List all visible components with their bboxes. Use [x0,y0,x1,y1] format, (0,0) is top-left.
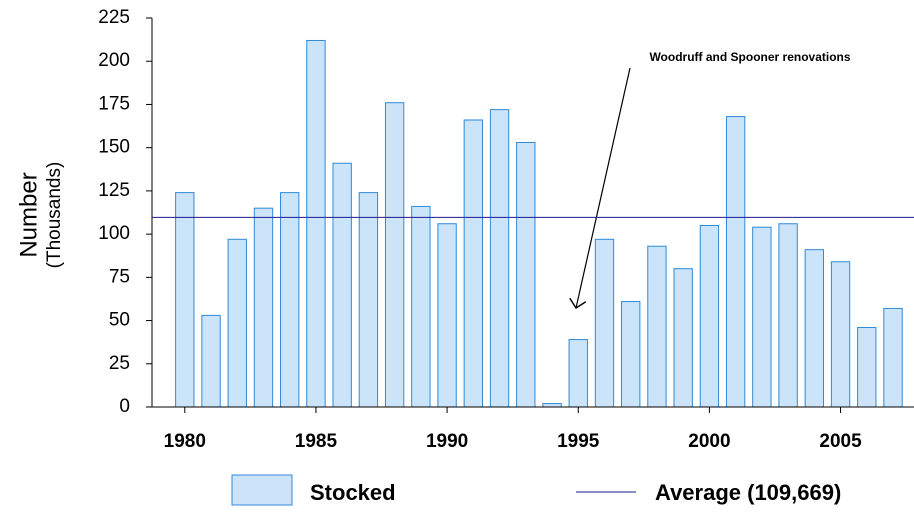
bar [306,39,326,408]
bar [752,226,772,408]
bar [253,207,274,408]
y-tick-label: 125 [98,180,130,201]
x-tick-label: 1990 [426,431,468,452]
y-tick-label: 50 [109,310,130,331]
bar [699,224,720,408]
annotation-arrow [576,67,631,308]
bar [332,162,352,408]
legend-label: Average (109,669) [655,480,841,505]
bar [594,238,615,408]
bar [647,245,667,408]
bar [280,192,300,408]
bar [725,116,746,408]
bar [411,205,431,408]
bar [830,261,851,408]
bar [358,192,379,408]
bar [857,326,877,408]
y-axis-label: Number [15,172,42,257]
bar [883,307,903,408]
plot: 0 25 50 75 100 125 150 175 200 225 1980 1985 1990 199… [98,7,914,506]
y-tick-label: 175 [98,93,130,114]
bar [175,192,195,408]
bar [516,141,536,408]
y-axis-sublabel: (Thousands) [44,162,65,269]
bar [673,268,693,408]
y-tick-label: 200 [98,50,130,71]
bar [437,223,457,408]
x-tick-label: 1995 [557,431,600,452]
y-tick-label: 75 [109,266,130,287]
legend-label: Stocked [310,480,396,505]
y-tick-label: 100 [98,223,130,244]
bar [201,314,221,408]
y-tick-label: 25 [109,353,130,374]
bar [489,109,510,408]
annotation: Woodruff and Spooner renovations [649,50,850,64]
bar [463,119,484,408]
bar [778,223,798,408]
legend-swatch [231,474,293,506]
y-tick-label: 0 [119,396,130,417]
bar [804,249,825,408]
x-tick-label: 1985 [295,431,338,452]
bar [384,102,405,408]
x-tick-label: 2005 [819,431,862,452]
x-tick-label: 1980 [164,431,206,452]
bar [542,403,562,408]
y-tick-label: 150 [98,137,130,158]
bar [621,301,641,408]
y-tick-label: 225 [98,7,130,28]
bar [568,339,588,408]
bar [227,238,247,408]
x-tick-label: 2000 [688,431,730,452]
